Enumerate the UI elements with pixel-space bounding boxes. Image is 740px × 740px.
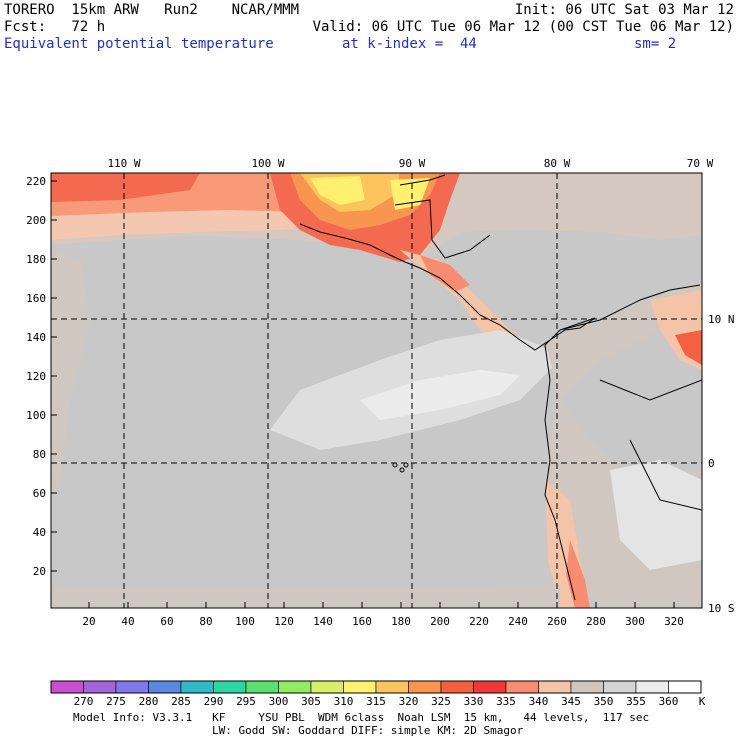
lon-label: 100 W [251, 157, 284, 170]
lon-label: 90 W [399, 157, 426, 170]
lon-label: 80 W [544, 157, 571, 170]
lat-label: 10 S [708, 602, 735, 615]
y-tick-label: 120 [26, 370, 46, 383]
colorbar-swatch [440, 680, 474, 694]
x-tick-label: 260 [547, 615, 567, 628]
colorbar-label: 315 [366, 695, 386, 708]
y-tick-label: 220 [26, 175, 46, 188]
x-tick-label: 40 [121, 615, 134, 628]
colorbar-label: 325 [431, 695, 451, 708]
lon-label: 70 W [687, 157, 714, 170]
colorbar-label: 320 [399, 695, 419, 708]
colorbar-label: 305 [301, 695, 321, 708]
physics-info: LW: Godd SW: Goddard DIFF: simple KM: 2D… [212, 724, 524, 737]
colorbar-swatch [375, 680, 409, 694]
smoothing-label: sm= 2 [634, 36, 677, 52]
colorbar-swatch [50, 680, 84, 694]
y-tick-label: 20 [33, 565, 46, 578]
colorbar-swatch [278, 680, 312, 694]
x-tick-label: 320 [664, 615, 684, 628]
colorbar-swatch [408, 680, 442, 694]
header-valid-time: Valid: 06 UTC Tue 06 Mar 12 (00 CST Tue … [312, 19, 734, 35]
colorbar-swatch [83, 680, 117, 694]
x-tick-label: 280 [586, 615, 606, 628]
y-tick-label: 180 [26, 253, 46, 266]
colorbar-swatch [245, 680, 279, 694]
colorbar-label: 300 [269, 695, 289, 708]
colorbar-swatch [538, 680, 572, 694]
colorbar-unit: K [699, 695, 706, 708]
colorbar-label: 275 [106, 695, 126, 708]
y-tick-label: 160 [26, 292, 46, 305]
y-tick-label: 60 [33, 487, 46, 500]
lat-label: 10 N [708, 313, 735, 326]
colorbar-swatch [603, 680, 637, 694]
x-tick-label: 80 [199, 615, 212, 628]
colorbar-swatch [213, 680, 247, 694]
colorbar-label: 310 [334, 695, 354, 708]
x-tick-label: 140 [313, 615, 333, 628]
x-tick-label: 220 [469, 615, 489, 628]
colorbar-label: 295 [236, 695, 256, 708]
colorbar-label: 350 [594, 695, 614, 708]
colorbar-label: 355 [626, 695, 646, 708]
x-tick-label: 100 [235, 615, 255, 628]
colorbar-swatch [473, 680, 507, 694]
colorbar-label: 345 [561, 695, 581, 708]
colorbar-swatch [343, 680, 377, 694]
x-tick-label: 240 [508, 615, 528, 628]
colorbar [50, 680, 702, 694]
colorbar-label: 270 [74, 695, 94, 708]
colorbar-swatch [668, 680, 702, 694]
colorbar-label: 340 [529, 695, 549, 708]
colorbar-frame [50, 680, 702, 694]
y-tick-label: 140 [26, 331, 46, 344]
header-init-time: Init: 06 UTC Sat 03 Mar 12 [514, 2, 734, 18]
y-tick-marks [51, 180, 57, 572]
colorbar-label: 285 [171, 695, 191, 708]
colorbar-swatch [148, 680, 182, 694]
lat-label: 0 [708, 457, 715, 470]
colorbar-label: 290 [204, 695, 224, 708]
field-name: Equivalent potential temperature [4, 36, 274, 52]
header-title: TORERO 15km ARW Run2 NCAR/MMM [4, 2, 300, 18]
colorbar-swatch [180, 680, 214, 694]
colorbar-swatch [570, 680, 604, 694]
model-info: Model Info: V3.3.1 KF YSU PBL WDM 6class… [73, 711, 650, 724]
y-tick-label: 200 [26, 214, 46, 227]
colorbar-label: 360 [659, 695, 679, 708]
y-tick-label: 100 [26, 409, 46, 422]
map-frame [50, 172, 703, 609]
level-index: at k-index = 44 [342, 36, 477, 52]
y-tick-label: 40 [33, 526, 46, 539]
colorbar-label: 330 [464, 695, 484, 708]
lon-label: 110 W [107, 157, 140, 170]
x-tick-marks [88, 602, 675, 608]
y-tick-label: 80 [33, 448, 46, 461]
x-tick-label: 300 [625, 615, 645, 628]
colorbar-labels: 270 275 280 285 290 295 300 305 310 315 320 325 330 3… [74, 695, 679, 708]
x-tick-label: 20 [82, 615, 95, 628]
colorbar-swatch [505, 680, 539, 694]
x-tick-label: 160 [352, 615, 372, 628]
coastlines [299, 174, 702, 601]
colorbar-label: 335 [496, 695, 516, 708]
header-forecast-hour: Fcst: 72 h [4, 19, 106, 35]
x-tick-label: 60 [160, 615, 173, 628]
colorbar-swatch [635, 680, 669, 694]
x-tick-label: 180 [391, 615, 411, 628]
x-tick-label: 120 [274, 615, 294, 628]
x-tick-label: 200 [430, 615, 450, 628]
graticule [51, 173, 702, 608]
colorbar-label: 280 [139, 695, 159, 708]
theta-e-field [51, 173, 702, 608]
colorbar-swatch [115, 680, 149, 694]
colorbar-swatch [310, 680, 344, 694]
